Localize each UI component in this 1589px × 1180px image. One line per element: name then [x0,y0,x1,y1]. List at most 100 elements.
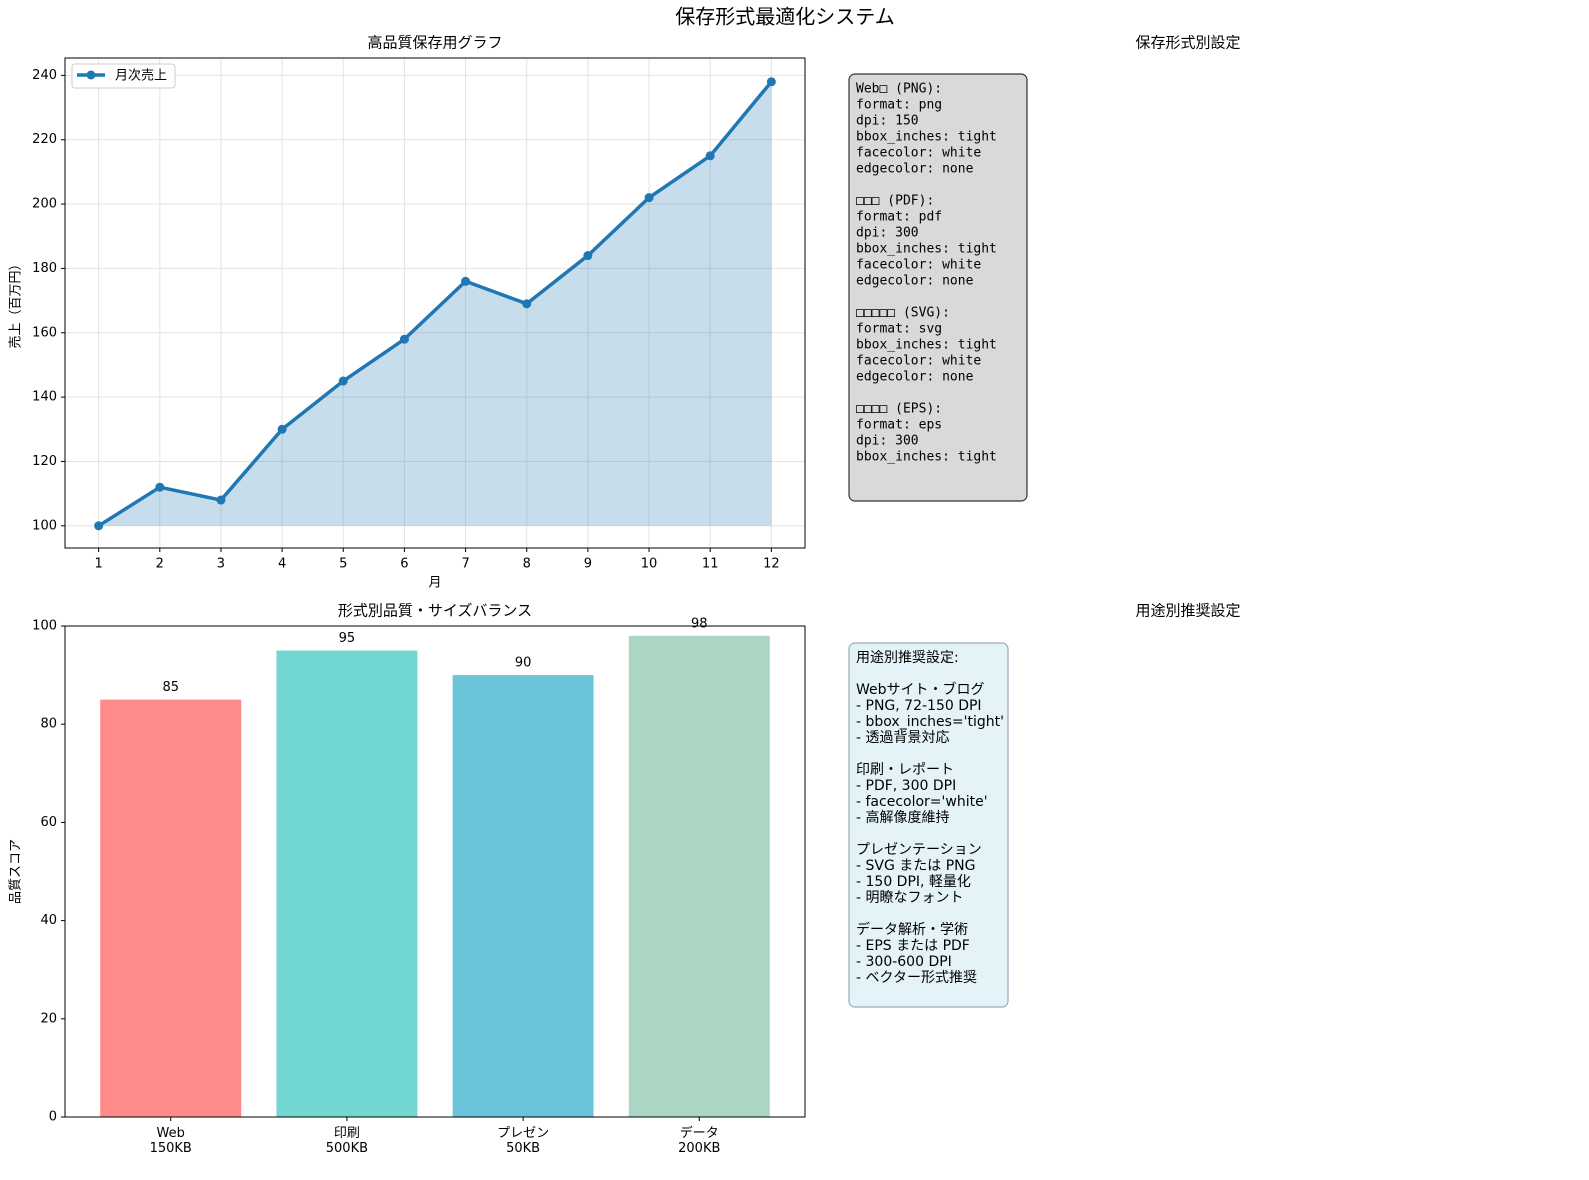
text-line: format: pdf [856,210,942,225]
text-line: 印刷・レポート [856,762,954,778]
x-tick-label: 4 [278,557,286,572]
x-tick-label: 8 [523,557,531,572]
x-tick-label: データ 200KB [678,1125,720,1156]
text-box [848,73,1028,502]
text-line: □□□□□ (SVG): [856,306,950,321]
x-axis-label: 月 [428,576,441,591]
text-line: - 透過背景対応 [856,730,950,746]
text-line: edgecolor: none [856,162,974,177]
y-axis-label: 品質スコア [9,839,24,904]
marker [94,521,104,531]
text-line: edgecolor: none [856,370,974,385]
legend-label: 月次売上 [115,68,167,84]
text-line: データ解析・学術 [856,921,968,938]
axes-title: 形式別品質・サイズバランス [338,602,532,620]
text-line: bbox_inches: tight [856,338,997,353]
axes-border [64,57,806,549]
marker [644,193,654,203]
y-tick-label: 240 [32,68,57,83]
text-line: dpi: 300 [856,226,919,241]
marker [705,151,715,161]
text-line: edgecolor: none [856,274,974,289]
marker [461,276,471,286]
figure-title: 保存形式最適化システム [675,5,894,29]
x-tick-label: 2 [156,557,164,572]
text-line: プレゼンテーション [856,842,982,858]
bar [452,675,594,1117]
marker [399,334,409,344]
text-line: facecolor: white [856,146,981,161]
text-line: - 高解像度維持 [856,809,950,826]
text-line: - 300-600 DPI [856,954,952,970]
x-tick-label: 9 [584,557,592,572]
y-tick-label: 120 [32,454,57,469]
text-line: dpi: 150 [856,114,919,129]
marker [277,424,287,434]
text-line: - 明瞭なフォント [856,890,964,906]
y-tick-label: 180 [32,261,57,276]
text-line: - EPS または PDF [856,938,970,954]
marker [338,376,348,386]
axes-border [64,625,806,1118]
text-box [848,642,1009,1008]
panel-title: 保存形式別設定 [1135,34,1240,52]
bar [628,635,770,1117]
text-line: - bbox_inches='tight' [856,714,1004,730]
text-line: 用途別推奨設定: [856,649,959,666]
x-tick-label: プレゼン 50KB [497,1126,549,1156]
x-tick-label: 11 [702,557,719,572]
text-line: dpi: 300 [856,434,919,449]
legend-marker [86,70,96,80]
y-tick-label: 160 [32,325,57,340]
legend-box [71,63,176,89]
y-tick-label: 140 [32,390,57,405]
y-axis-label: 売上（百万円） [8,257,24,348]
text-line: format: svg [856,322,942,337]
x-tick-label: 7 [461,557,469,572]
marker [155,482,165,492]
text-line: - 150 DPI, 軽量化 [856,874,971,890]
value-label: 98 [691,616,708,631]
x-tick-label: 5 [339,557,347,572]
line [97,80,773,528]
y-tick-label: 60 [40,815,57,830]
x-tick-label: 3 [217,557,225,572]
text-line: Web□ (PNG): [856,82,942,97]
text-line: Webサイト・ブログ [856,681,985,698]
area [98,81,772,526]
text-line: format: png [856,98,942,113]
value-label: 85 [162,680,179,695]
y-tick-label: 20 [40,1011,57,1026]
text-line: facecolor: white [856,258,981,273]
text-line: facecolor: white [856,354,981,369]
text-line: - facecolor='white' [856,794,988,810]
y-tick-label: 0 [49,1110,57,1125]
y-tick-label: 200 [32,197,57,212]
text-line: bbox_inches: tight [856,242,997,257]
x-tick-label: 1 [94,557,102,572]
text-line: - SVG または PNG [856,858,975,874]
y-tick-label: 40 [40,913,57,928]
text-line: bbox_inches: tight [856,450,997,465]
x-tick-label: 6 [400,557,408,572]
text-line: bbox_inches: tight [856,130,997,145]
text-line: - PNG, 72-150 DPI [856,698,982,714]
text-line: - PDF, 300 DPI [856,778,956,794]
bar [276,650,418,1117]
y-tick-label: 100 [32,518,57,533]
marker [583,251,593,261]
value-label: 95 [339,631,356,646]
text-line: □□□□ (EPS): [856,402,942,417]
text-line: □□□ (PDF): [856,194,934,209]
text-line: format: eps [856,418,942,433]
y-tick-label: 100 [32,619,57,634]
x-tick-label: 印刷 500KB [326,1126,368,1156]
marker [766,77,776,87]
panel-title: 用途別推奨設定 [1135,602,1240,620]
value-label: 90 [515,656,532,671]
bar [100,699,242,1117]
marker [522,299,532,309]
axes-title: 高品質保存用グラフ [367,34,502,52]
text-line: - ベクター形式推奨 [856,970,977,986]
